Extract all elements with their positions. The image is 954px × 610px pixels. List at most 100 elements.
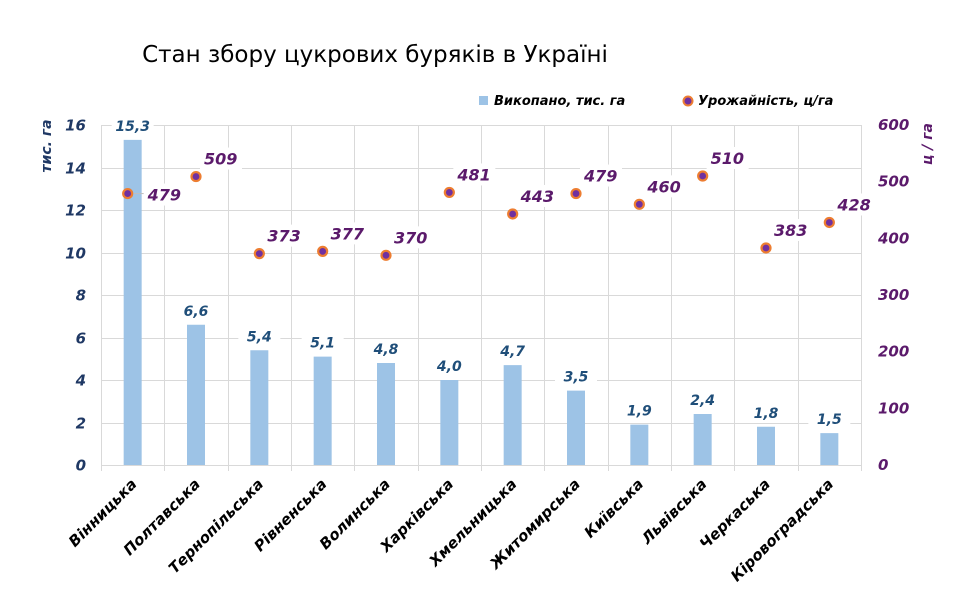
y-tick-label-right: 200 bbox=[878, 343, 909, 361]
bar-data-label: 15,3 bbox=[115, 119, 150, 135]
points bbox=[122, 170, 835, 261]
x-category-label: Київська bbox=[581, 475, 648, 542]
legend-swatch-bar bbox=[479, 96, 488, 105]
y-tick-label-left: 16 bbox=[65, 117, 86, 135]
point-data-label: 373 bbox=[267, 227, 300, 246]
bar-data-label: 4,7 bbox=[499, 344, 525, 360]
bar bbox=[123, 139, 142, 465]
point-data-label: 510 bbox=[711, 149, 744, 168]
point bbox=[633, 198, 645, 210]
legend-label-bar: Викопано, тис. га bbox=[494, 94, 625, 109]
bar bbox=[313, 356, 332, 465]
point bbox=[823, 216, 835, 229]
y-tick-label-right: 100 bbox=[878, 399, 909, 417]
bar-label-background bbox=[618, 400, 661, 421]
point-data-label: 443 bbox=[520, 187, 554, 206]
bar-data-label: 4,8 bbox=[373, 342, 399, 358]
point-data-label: 479 bbox=[147, 186, 181, 205]
y-tick-label-right: 0 bbox=[878, 456, 888, 474]
point bbox=[190, 170, 202, 183]
bar bbox=[693, 414, 712, 465]
bar-data-label: 5,4 bbox=[247, 329, 272, 345]
bar-label-background bbox=[681, 390, 724, 410]
point bbox=[760, 242, 772, 254]
y-tick-label-right: 600 bbox=[878, 116, 909, 134]
bar-label-background bbox=[365, 339, 407, 359]
bar-label-background bbox=[111, 115, 154, 136]
point-label-background bbox=[326, 222, 369, 245]
bar-label-background bbox=[808, 409, 851, 430]
point bbox=[380, 249, 392, 261]
y-tick-label-left: 14 bbox=[65, 160, 86, 178]
bar-data-label: 1,5 bbox=[817, 412, 842, 428]
bar-label-background bbox=[555, 366, 597, 387]
legend-marker-point bbox=[682, 95, 694, 107]
y-tick-label-left: 4 bbox=[75, 372, 86, 390]
bar bbox=[440, 380, 459, 465]
legend: Викопано, тис. га Урожайність, ц/га bbox=[479, 94, 833, 109]
y-tick-label-right: 500 bbox=[878, 173, 909, 191]
point-label-background bbox=[770, 218, 812, 241]
bar-label-background bbox=[301, 332, 344, 353]
y-axis-right-title: ц / га bbox=[920, 123, 936, 165]
point-label-background bbox=[263, 224, 306, 247]
point-data-label: 509 bbox=[204, 150, 237, 169]
bar-data-label: 2,4 bbox=[690, 393, 715, 409]
bar bbox=[377, 363, 395, 465]
bar-data-label: 1,8 bbox=[754, 406, 779, 422]
bar-label-background bbox=[175, 300, 217, 321]
bar-label-background bbox=[745, 402, 787, 423]
bar bbox=[567, 390, 585, 465]
legend-label-point: Урожайність, ц/га bbox=[698, 94, 833, 109]
bar-label-background bbox=[238, 326, 281, 347]
point-label-background bbox=[390, 226, 432, 249]
y-axis-right-ticks: 0 100 200 300 400 500 600 bbox=[877, 116, 909, 474]
y-tick-label-left: 10 bbox=[65, 245, 86, 263]
y-axis-left-ticks: 0 2 4 6 8 10 12 14 16 bbox=[65, 117, 86, 475]
point-label-background bbox=[143, 183, 186, 206]
bar-data-label: 4,0 bbox=[436, 359, 462, 375]
point-data-label: 479 bbox=[583, 167, 617, 186]
point-label-background bbox=[643, 175, 686, 198]
point bbox=[570, 187, 582, 200]
point-label-background bbox=[200, 147, 242, 170]
point-label-background bbox=[580, 164, 622, 187]
point bbox=[253, 248, 265, 260]
point-data-label: 460 bbox=[646, 177, 680, 196]
bar bbox=[187, 324, 205, 465]
bars bbox=[123, 139, 839, 465]
bar-data-label: 5,1 bbox=[310, 336, 335, 352]
point bbox=[507, 208, 519, 220]
bar-data-label: 6,6 bbox=[184, 304, 209, 320]
point bbox=[443, 186, 455, 199]
point-labels: 479 509 373 377 370 481 443 479 460 510 383 428 bbox=[133, 147, 876, 249]
point-data-label: 481 bbox=[456, 165, 490, 184]
point bbox=[122, 187, 134, 200]
bar bbox=[820, 433, 839, 465]
point-data-label: 370 bbox=[394, 228, 427, 247]
bar-label-background bbox=[491, 341, 534, 362]
y-axis-left-title: тис. га bbox=[39, 119, 55, 172]
point-label-background bbox=[833, 193, 876, 216]
point-label-background bbox=[453, 163, 496, 186]
bar bbox=[250, 350, 269, 465]
bar-labels: 15,3 6,6 5,4 5,1 4,8 4,0 4,7 3,5 1,9 2,4 1,8 1,5 bbox=[111, 115, 851, 430]
y-tick-label-right: 300 bbox=[878, 286, 909, 304]
point bbox=[317, 245, 329, 257]
bar-data-label: 3,5 bbox=[564, 370, 589, 386]
y-tick-label-left: 6 bbox=[76, 330, 86, 348]
y-tick-label-right: 400 bbox=[877, 229, 909, 247]
point-data-label: 428 bbox=[836, 195, 870, 214]
bar bbox=[630, 424, 649, 465]
point-data-label: 377 bbox=[331, 224, 365, 243]
bar-label-background bbox=[428, 356, 471, 376]
point bbox=[697, 170, 709, 182]
y-tick-label-left: 2 bbox=[76, 415, 86, 433]
point-label-background bbox=[516, 184, 559, 207]
bar-data-label: 1,9 bbox=[627, 404, 652, 420]
bar bbox=[757, 426, 775, 465]
bar bbox=[503, 365, 522, 465]
y-tick-label-left: 8 bbox=[76, 287, 86, 305]
gridlines bbox=[101, 125, 862, 471]
